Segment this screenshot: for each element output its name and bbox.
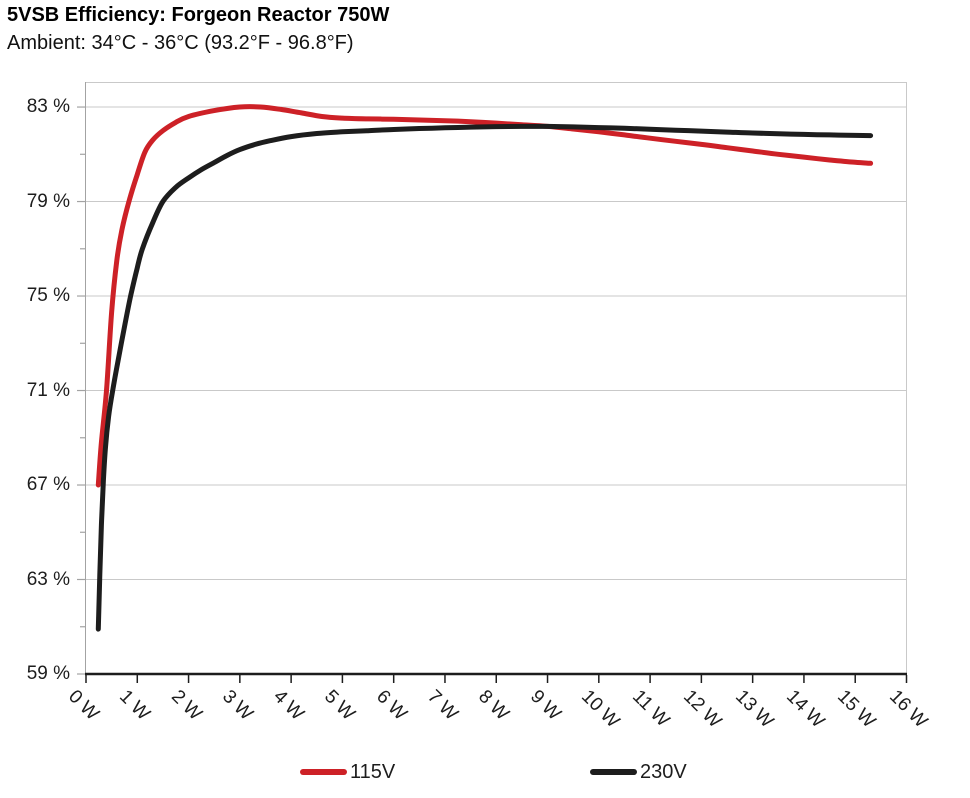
legend-swatch-115v (300, 769, 347, 775)
y-tick-label: 71 % (26, 379, 70, 401)
series-115v-line (95, 104, 874, 488)
legend-label-115v: 115V (350, 760, 396, 783)
legend-label-230v: 230V (640, 760, 687, 783)
y-tick-label: 83 % (26, 96, 70, 118)
y-tick-label: 59 % (26, 663, 70, 684)
y-tick-label: 67 % (26, 474, 70, 495)
legend-item-115v: 115V (300, 761, 395, 783)
legend-item-230v: 230V (590, 761, 687, 783)
legend-swatch-230v (590, 769, 637, 775)
y-tick-label: 79 % (26, 190, 70, 212)
y-tick-label: 75 % (26, 285, 70, 307)
chart-title: 5VSB Efficiency: Forgeon Reactor 750W (7, 4, 390, 26)
chart-subtitle: Ambient: 34°C - 36°C (93.2°F - 96.8°F) (7, 32, 354, 54)
series-230v-line (95, 123, 874, 632)
y-tick-label: 63 % (26, 568, 70, 590)
